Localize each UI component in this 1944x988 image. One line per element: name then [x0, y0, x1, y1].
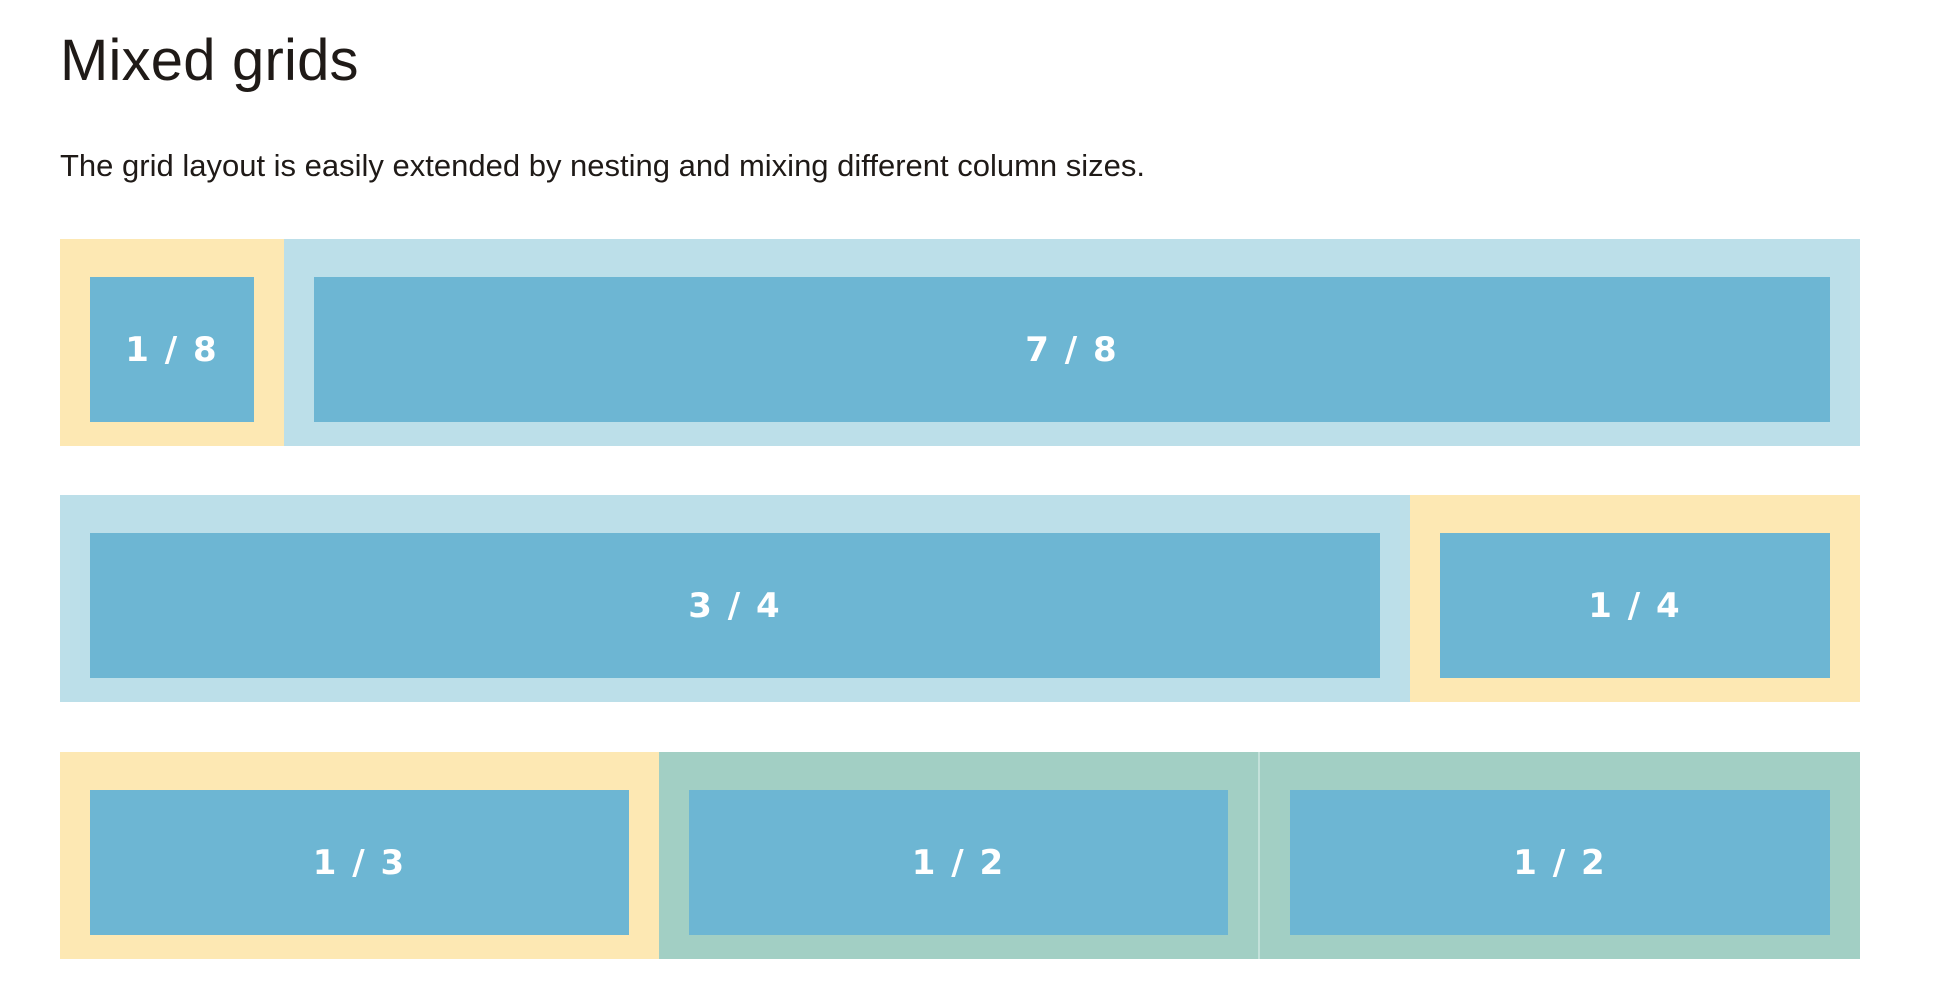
page-title: Mixed grids — [60, 28, 359, 93]
grid-column-one-quarter: 1 / 4 — [1410, 495, 1860, 702]
grid-column-three-quarters: 3 / 4 — [60, 495, 1410, 702]
grid-column-one-third: 1 / 3 — [60, 752, 659, 959]
grid-cell-label: 3 / 4 — [90, 533, 1380, 678]
grid-cell-label: 1 / 8 — [90, 277, 254, 422]
grid-column-seven-eighths: 7 / 8 — [284, 239, 1860, 446]
grid-row-3: 1 / 3 1 / 2 1 / 2 — [60, 752, 1860, 959]
grid-cell-label: 1 / 4 — [1440, 533, 1830, 678]
grid-row-1: 1 / 8 7 / 8 — [60, 239, 1860, 446]
grid-cell-label: 1 / 2 — [689, 790, 1228, 935]
grid-column-one-eighth: 1 / 8 — [60, 239, 284, 446]
grid-cell-label: 1 / 2 — [1290, 790, 1830, 935]
grid-row-2: 3 / 4 1 / 4 — [60, 495, 1860, 702]
page-description: The grid layout is easily extended by ne… — [60, 148, 1146, 183]
grid-cell-label: 1 / 3 — [90, 790, 629, 935]
grid-column-half-b: 1 / 2 — [1258, 752, 1860, 959]
grid-column-half-a: 1 / 2 — [659, 752, 1258, 959]
grid-cell-label: 7 / 8 — [314, 277, 1830, 422]
